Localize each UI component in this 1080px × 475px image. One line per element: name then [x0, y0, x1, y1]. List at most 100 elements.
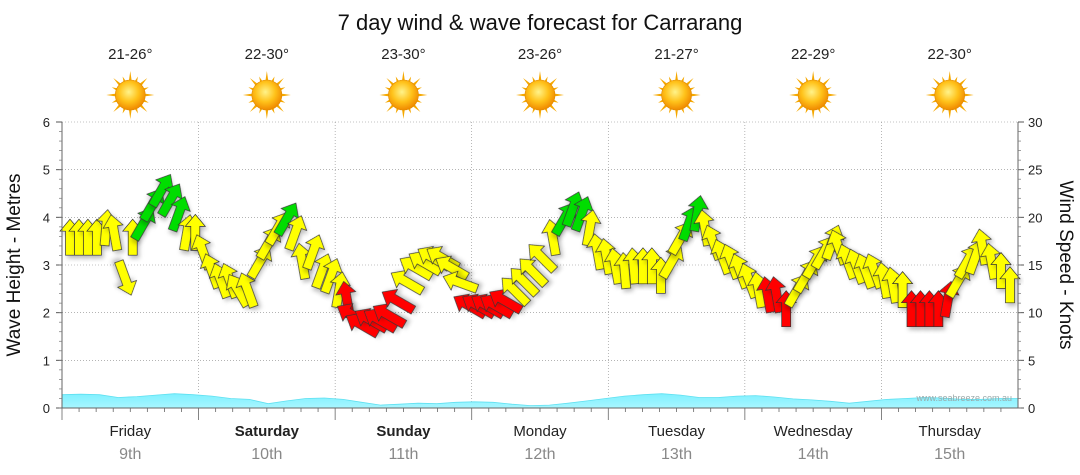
- wind-arrow: [102, 214, 124, 252]
- left-axis-ticks: 0 1 2 3 4 5 6: [43, 115, 62, 416]
- sun-ray: [948, 107, 952, 119]
- wind-arrow: [580, 209, 602, 247]
- wind-arrow: [184, 213, 207, 251]
- day-date: 15th: [934, 446, 965, 463]
- wind-arrow: [235, 272, 259, 309]
- sun-icon: [106, 71, 155, 119]
- sun-disc: [524, 79, 556, 111]
- day-date: 10th: [251, 446, 282, 463]
- sun-ray: [279, 93, 291, 97]
- sun-disc: [661, 79, 692, 111]
- credit-text: www.seabreeze.com.au: [915, 393, 1012, 403]
- sun-ray: [128, 71, 132, 83]
- left-tick-label: 4: [43, 210, 50, 225]
- wind-series: [59, 173, 1021, 339]
- sun-ray: [265, 107, 269, 119]
- right-tick-label: 0: [1028, 401, 1035, 416]
- wind-arrow: [990, 251, 1012, 289]
- left-tick-label: 3: [43, 258, 50, 273]
- day-date: 11th: [388, 446, 418, 463]
- day-temperature: 23-30°: [381, 46, 425, 63]
- right-tick-label: 15: [1028, 258, 1042, 273]
- left-tick-label: 0: [43, 401, 50, 416]
- wind-arrow: [167, 196, 191, 233]
- day-temperature: 22-30°: [245, 46, 289, 63]
- day-temperature: 22-30°: [928, 46, 972, 63]
- day-temperature: 21-27°: [654, 46, 698, 63]
- sun-disc: [934, 79, 966, 111]
- wind-arrow: [246, 245, 273, 280]
- right-tick-label: 10: [1028, 306, 1042, 321]
- wind-arrow: [687, 195, 709, 233]
- wind-arrow: [979, 242, 1002, 280]
- left-tick-label: 1: [43, 353, 50, 368]
- sun-icon: [516, 71, 564, 119]
- right-axis-label: Wind Speed - Knots: [1055, 181, 1076, 350]
- sun-ray: [552, 93, 564, 97]
- day-name: Sunday: [376, 423, 431, 440]
- left-tick-label: 5: [43, 163, 50, 178]
- day-date: 12th: [524, 446, 555, 463]
- sun-ray: [674, 107, 679, 119]
- day-name: Wednesday: [774, 423, 853, 440]
- chart-title: 7 day wind & wave forecast for Carrarang: [338, 10, 743, 35]
- day-temperature: 22-29°: [791, 46, 835, 63]
- sun-ray: [242, 93, 254, 97]
- right-tick-label: 30: [1028, 115, 1042, 130]
- sun-ray: [106, 93, 118, 97]
- sun-ray: [962, 93, 974, 97]
- sun-ray: [401, 107, 406, 119]
- day-name: Tuesday: [648, 423, 705, 440]
- wind-arrow: [284, 215, 308, 252]
- day-name: Monday: [513, 423, 567, 440]
- sun-ray: [674, 71, 679, 83]
- sun-ray: [401, 71, 406, 83]
- sun-ray: [143, 93, 155, 97]
- grid-lines: [62, 121, 1018, 408]
- day-date: 13th: [661, 446, 692, 463]
- wind-arrow: [658, 245, 684, 280]
- sun-ray: [652, 93, 664, 97]
- sun-disc: [797, 79, 829, 111]
- sun-ray: [948, 71, 952, 83]
- sun-icon: [379, 71, 428, 119]
- wind-arrow: [891, 271, 914, 308]
- sun-ray: [538, 107, 542, 119]
- wind-arrow: [519, 258, 550, 289]
- sun-disc: [251, 79, 283, 111]
- sun-ray: [265, 71, 269, 83]
- sun-icon: [789, 71, 838, 119]
- day-name: Saturday: [235, 423, 300, 440]
- sun-ray: [811, 107, 815, 119]
- day-temperature: 21-26°: [108, 46, 152, 63]
- wave-series: [61, 393, 1019, 409]
- sun-ray: [811, 71, 815, 83]
- wind-arrow: [999, 266, 1021, 304]
- sun-ray: [789, 93, 801, 97]
- sun-ray: [538, 71, 542, 83]
- day-date: 9th: [119, 446, 141, 463]
- left-tick-label: 6: [43, 115, 50, 130]
- sun-ray: [128, 107, 132, 119]
- sun-ray: [516, 93, 528, 97]
- wind-arrow: [381, 288, 417, 315]
- sun-icon: [652, 71, 701, 119]
- sun-icon: [242, 71, 291, 119]
- sun-ray: [925, 93, 937, 97]
- wind-arrow: [528, 244, 559, 274]
- day-name: Thursday: [918, 423, 981, 440]
- right-tick-label: 25: [1028, 163, 1042, 178]
- sun-icon: [925, 71, 974, 119]
- wave-area: [61, 393, 1019, 409]
- wind-arrow: [594, 237, 617, 276]
- day-name: Friday: [109, 423, 151, 440]
- day-temperature: 23-26°: [518, 46, 562, 63]
- right-tick-label: 20: [1028, 210, 1042, 225]
- day-columns: 21-26° Friday 9th 22-30° Saturday 10th 23-30° S…: [61, 46, 1002, 463]
- sun-ray: [826, 93, 838, 97]
- wind-arrow: [302, 234, 326, 271]
- sun-disc: [114, 79, 146, 111]
- sun-ray: [379, 93, 391, 97]
- sun-ray: [689, 93, 701, 97]
